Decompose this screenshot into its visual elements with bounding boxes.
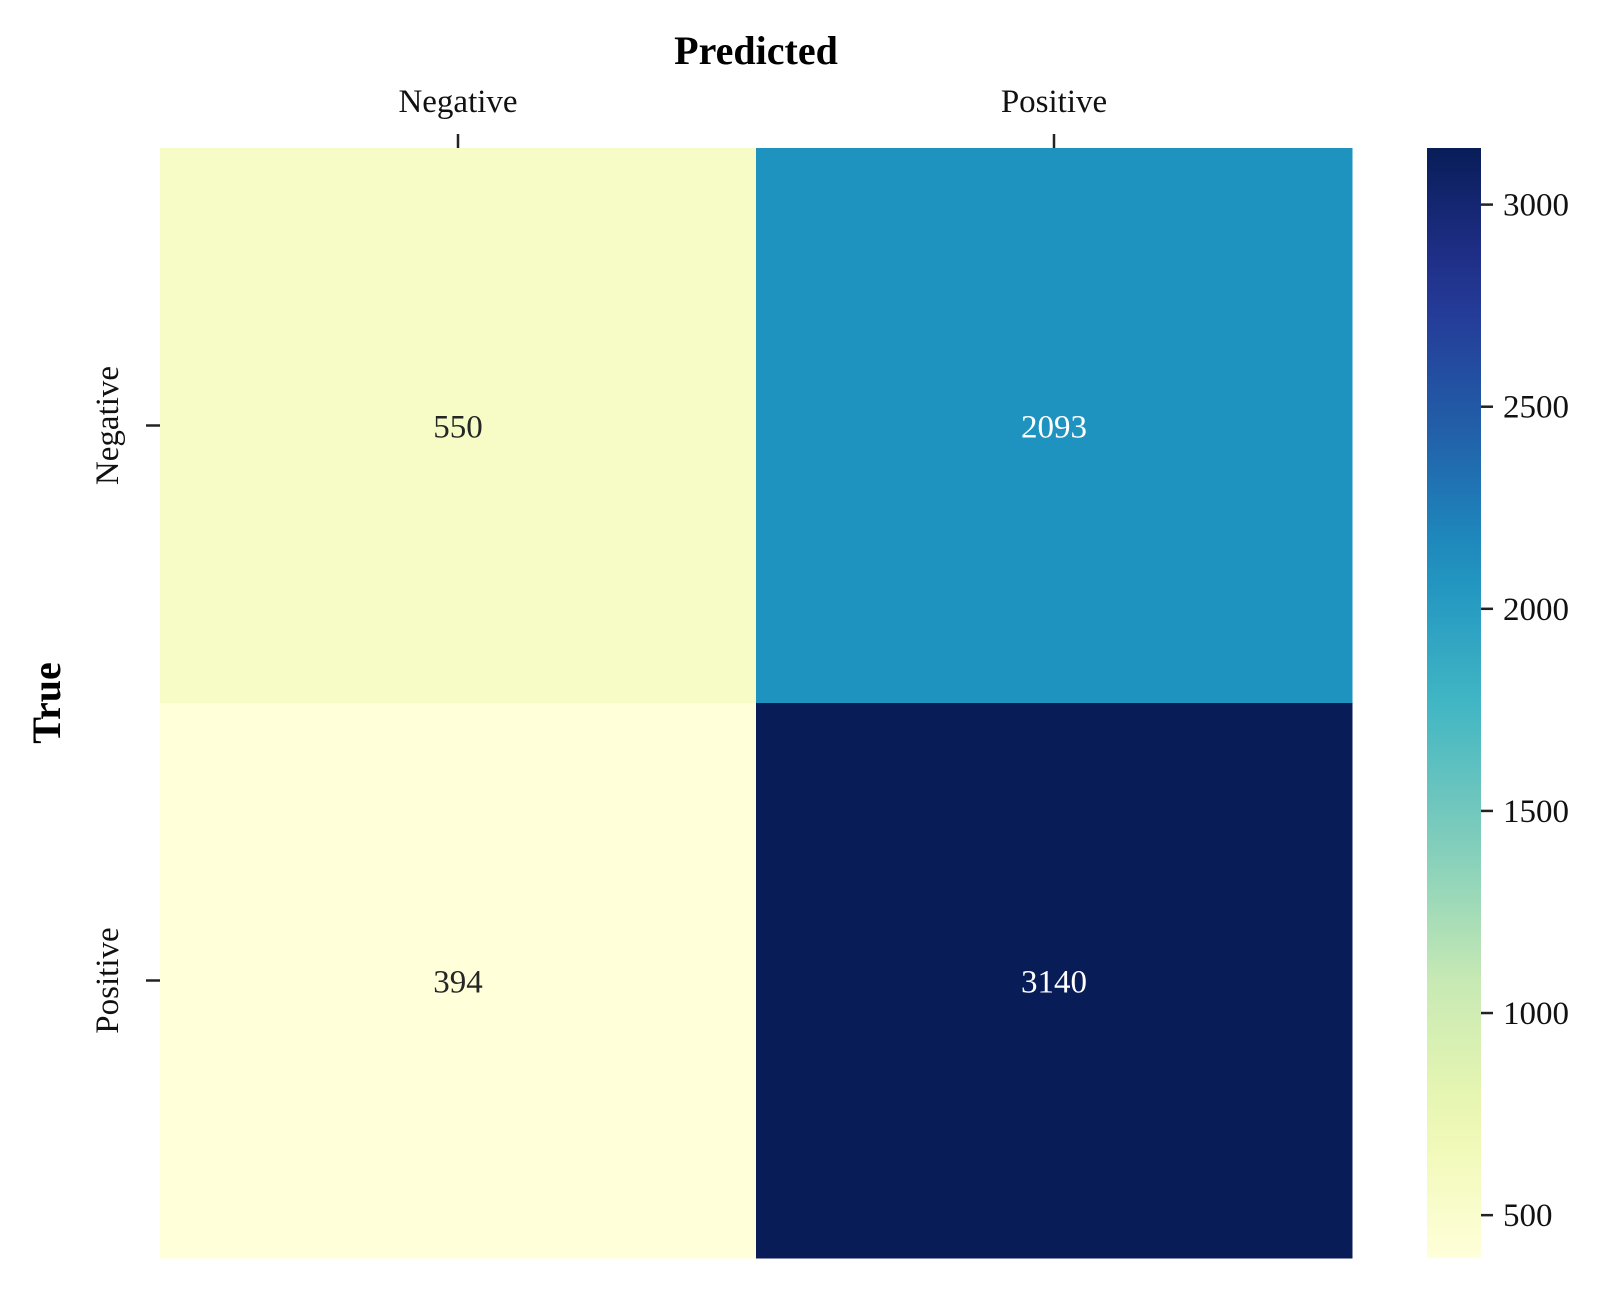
heatmap-cells — [160, 148, 1353, 1259]
colorbar-tick-label: 1000 — [1503, 996, 1569, 1032]
x-axis: Negative Positive — [398, 84, 1107, 148]
y-tick-label: Negative — [90, 366, 126, 485]
heatmap-cell — [756, 703, 1353, 1259]
x-tick-label: Negative — [398, 84, 517, 120]
colorbar-tick-label: 2000 — [1503, 592, 1569, 628]
cell-value-labels: 550 2093 394 3140 — [433, 410, 1087, 1001]
cell-value-label: 394 — [433, 965, 483, 1001]
heatmap-cell — [160, 148, 757, 704]
y-axis: Negative Positive — [90, 366, 160, 1034]
cell-value-label: 2093 — [1021, 410, 1087, 446]
colorbar: 500 1000 1500 2000 2500 3000 — [1427, 148, 1569, 1258]
colorbar-tick-label: 1500 — [1503, 794, 1569, 830]
y-axis-title: True — [24, 662, 69, 743]
cell-value-label: 3140 — [1021, 965, 1087, 1001]
colorbar-tick-label: 3000 — [1503, 188, 1569, 224]
heatmap-cell — [160, 703, 757, 1259]
x-tick-label: Positive — [1001, 84, 1107, 120]
colorbar-tick-label: 2500 — [1503, 390, 1569, 426]
colorbar-gradient — [1427, 148, 1481, 1258]
cell-value-label: 550 — [433, 410, 483, 446]
heatmap-cell — [756, 148, 1353, 704]
y-tick-label: Positive — [90, 927, 126, 1033]
x-axis-title: Predicted — [674, 28, 838, 73]
colorbar-tick-label: 500 — [1503, 1198, 1553, 1234]
